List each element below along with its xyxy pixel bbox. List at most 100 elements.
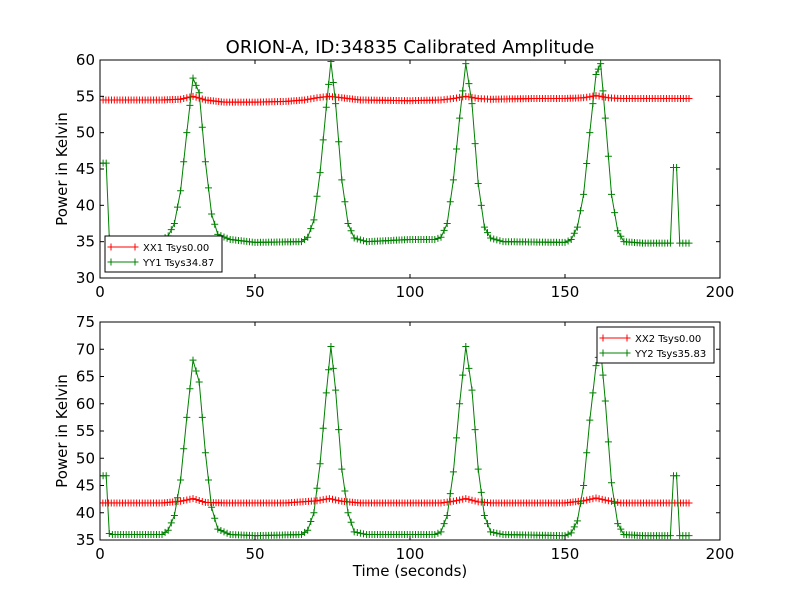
data-point (304, 233, 312, 241)
data-point (462, 60, 470, 68)
legend-marker (623, 349, 631, 357)
data-point (431, 235, 439, 243)
data-point (589, 495, 597, 503)
data-point (601, 114, 609, 122)
data-point (170, 511, 178, 519)
data-point (322, 389, 330, 397)
data-point (341, 487, 349, 495)
data-point (313, 497, 321, 505)
data-point (338, 465, 346, 473)
data-point (180, 95, 188, 103)
data-point (666, 532, 674, 540)
data-point (164, 526, 172, 534)
data-point (685, 532, 693, 540)
data-point (211, 220, 219, 228)
legend-label: YY1 Tsys34.87 (142, 258, 214, 269)
data-point (599, 371, 607, 379)
data-point (201, 449, 209, 457)
data-point (347, 518, 355, 526)
data-point (186, 385, 194, 393)
data-point (329, 79, 337, 87)
data-point (434, 234, 442, 242)
y-tick-label: 60 (76, 395, 95, 413)
data-point (327, 343, 335, 351)
data-point (310, 509, 318, 517)
data-point (453, 434, 460, 442)
data-point (468, 100, 476, 108)
data-point (604, 438, 612, 446)
data-point (446, 198, 454, 206)
series-markers-1 (100, 92, 693, 106)
y-axis-label: Power in Kelvin (53, 374, 71, 488)
data-point (673, 164, 681, 172)
data-point (198, 497, 206, 505)
legend-box (596, 326, 715, 364)
data-point (443, 220, 451, 227)
data-point (484, 520, 491, 528)
data-point (570, 523, 578, 531)
data-point (462, 92, 470, 100)
data-point (335, 426, 343, 434)
data-point (310, 216, 318, 224)
data-point (570, 229, 578, 237)
data-point (446, 490, 454, 498)
data-point (195, 89, 203, 97)
data-point (307, 517, 315, 525)
data-point (474, 180, 482, 188)
data-point (453, 145, 460, 153)
data-point (329, 364, 337, 372)
data-point (487, 528, 495, 536)
data-point (353, 235, 361, 243)
x-tick-label: 50 (245, 545, 264, 563)
legend-marker (131, 258, 139, 266)
data-point (459, 371, 467, 379)
data-point (217, 526, 225, 534)
data-point (604, 152, 612, 160)
data-point (477, 488, 485, 496)
data-point (177, 476, 185, 484)
data-point (586, 93, 594, 101)
data-point (601, 397, 609, 405)
data-point (437, 528, 445, 536)
x-tick-label: 100 (396, 545, 425, 563)
data-point (211, 514, 219, 522)
data-point (666, 239, 674, 247)
data-point (192, 367, 200, 375)
data-point (580, 94, 588, 102)
data-point (456, 400, 464, 408)
data-point (617, 232, 625, 240)
data-point (595, 495, 603, 503)
data-point (327, 60, 335, 65)
data-point (356, 236, 364, 244)
data-point (195, 378, 203, 386)
data-point (490, 529, 498, 537)
data-point (205, 476, 212, 484)
y-tick-label: 40 (76, 196, 95, 214)
data-point (614, 498, 622, 506)
data-point (449, 176, 457, 184)
data-point (493, 529, 501, 537)
data-point (493, 236, 501, 244)
data-point (208, 503, 216, 511)
x-tick-label: 50 (245, 283, 264, 301)
data-point (174, 203, 181, 211)
data-point (205, 184, 212, 192)
y-tick-label: 45 (76, 477, 95, 495)
data-point (484, 229, 491, 237)
legend-marker (107, 243, 115, 251)
data-point (564, 530, 572, 538)
data-point (468, 93, 476, 101)
data-point (673, 472, 681, 480)
data-point (437, 233, 445, 241)
data-point (341, 198, 349, 206)
data-point (198, 123, 206, 131)
legend-marker (623, 334, 631, 342)
data-point (468, 386, 476, 394)
data-point (344, 220, 352, 227)
data-point (198, 413, 206, 421)
data-point (564, 237, 572, 245)
top-plot: 0 50 100 150 200 30 35 40 45 50 55 60 Power in Kelvi… (53, 51, 734, 301)
data-point (490, 235, 498, 243)
data-point (319, 136, 327, 144)
data-point (220, 528, 228, 536)
